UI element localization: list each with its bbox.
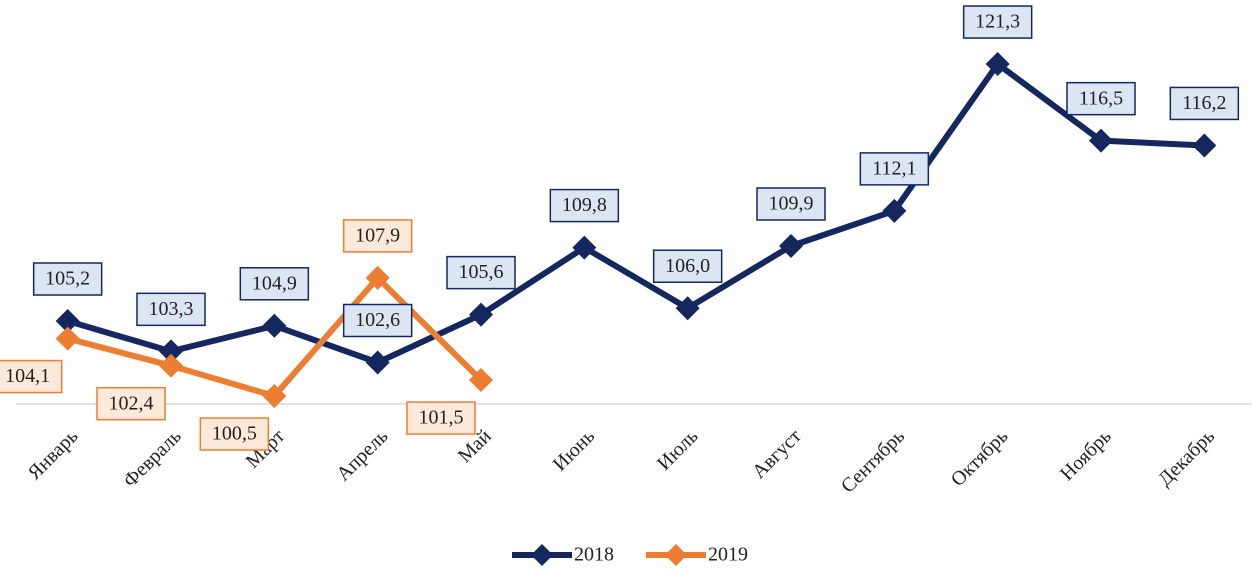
marker [262,384,287,409]
data-label-box [446,255,516,290]
data-label-text: 104,9 [252,272,297,294]
legend-label: 2019 [708,544,748,566]
data-label: 116,2 [1169,86,1240,121]
data-label: 105,6 [446,255,516,290]
data-label-box [199,417,270,451]
data-label-box [342,303,413,338]
x-tick-label: Сентябрь [837,425,909,497]
data-label-box [96,386,166,421]
x-tick-label: Август [748,425,806,483]
x-tick-label: Ноябрь [1056,425,1116,485]
data-label: 116,5 [1066,81,1136,116]
data-label-box [342,219,413,253]
data-label-box [652,249,723,283]
x-tick-label: Апрель [332,425,392,485]
data-label: 100,5 [199,417,270,451]
data-label: 104,1 [0,359,63,394]
series-line [66,61,1205,366]
data-label-text: 107,9 [355,225,400,247]
data-label-text: 105,6 [459,261,504,283]
data-label-box [1066,81,1136,116]
data-label-text: 121,3 [975,11,1020,33]
data-label-text: 109,9 [769,193,814,215]
legend-marker [665,544,687,566]
data-label-text: 112,1 [872,157,916,179]
marker [262,313,287,338]
data-label-text: 104,1 [5,365,50,387]
data-label: 102,6 [342,303,413,338]
data-label: 107,9 [342,219,413,253]
x-tick-label: Октябрь [947,425,1013,491]
data-label-text: 102,4 [109,392,154,414]
data-label-box [406,401,476,435]
data-label-text: 106,0 [665,255,710,277]
marker [572,235,597,260]
x-tick-label: Декабрь [1154,425,1219,490]
x-tick-label: Февраль [119,425,186,492]
marker [159,353,183,378]
marker [1192,133,1217,158]
data-label: 102,4 [96,386,166,421]
data-label-text: 103,3 [149,298,194,320]
marker [55,326,80,351]
marker [985,52,1010,77]
marker [1089,128,1113,153]
data-label-box [549,188,620,223]
legend-marker [531,544,553,566]
marker [365,350,390,375]
x-tick-label: Июнь [549,425,599,475]
data-label-text: 100,5 [212,423,257,445]
data-label-box [1169,86,1240,121]
data-label-box [136,292,206,327]
data-label: 112,1 [859,152,930,186]
legend-item: 2019 [646,544,748,566]
marker [55,309,80,334]
data-label-text: 109,8 [562,194,607,216]
data-label-text: 105,2 [45,268,90,290]
data-label: 109,9 [756,187,826,221]
data-label-box [962,5,1033,39]
data-label-box [239,267,310,301]
data-label-text: 116,5 [1079,87,1123,109]
marker [469,368,493,393]
marker [675,296,700,321]
x-tick-label: Январь [24,425,83,484]
data-label-box [756,187,826,221]
x-tick-label: Июль [653,425,702,474]
data-label: 105,2 [32,262,103,296]
marker [469,302,493,327]
data-label-box [32,262,103,296]
data-label-text: 102,6 [355,309,400,331]
data-label-text: 116,2 [1182,92,1226,114]
data-label-text: 101,5 [419,407,464,429]
marker [365,265,390,290]
data-label: 101,5 [406,401,476,435]
data-label: 109,8 [549,188,620,223]
marker [882,198,907,223]
marker [159,339,183,364]
data-label-box [859,152,930,186]
data-label-box [0,359,63,394]
data-label: 106,0 [652,249,723,283]
data-label: 104,9 [239,267,310,301]
legend-item: 2018 [512,544,614,566]
marker [779,233,803,258]
data-label: 121,3 [962,5,1033,39]
legend-label: 2018 [574,544,614,566]
data-label: 103,3 [136,292,206,327]
